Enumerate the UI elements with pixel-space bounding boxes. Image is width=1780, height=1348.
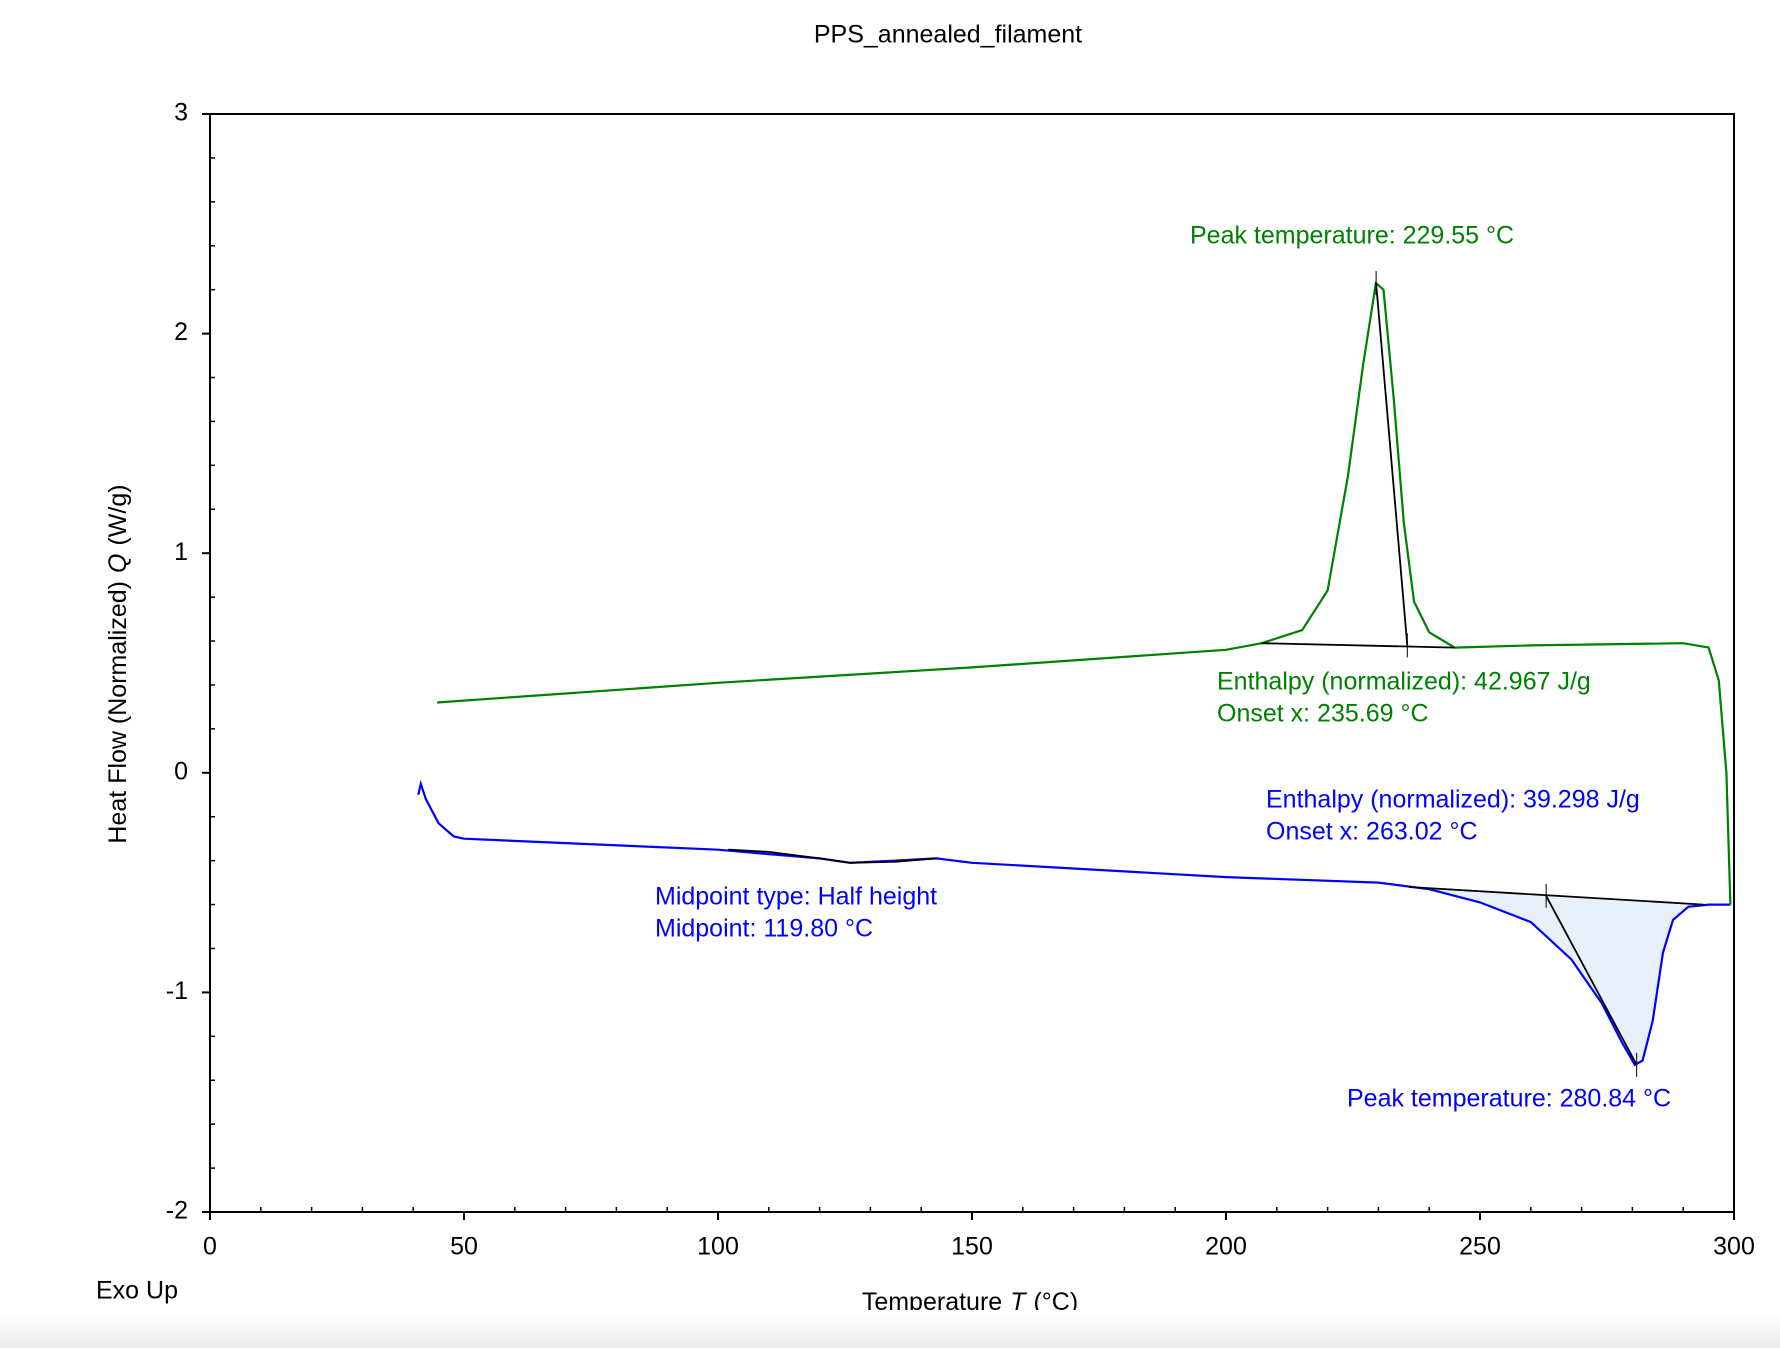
annotation: Peak temperature: 280.84 °C [1347,1085,1671,1113]
x-tick-label: 0 [203,1233,217,1261]
y-label-part: Heat Flow (Normalized) [104,581,132,844]
x-label-unit: (°C) [1033,1288,1078,1310]
data-line [417,779,1731,1067]
x-tick-label: 150 [951,1233,993,1261]
y-axis-label: Heat Flow (Normalized) Q (W/g) [104,484,132,843]
y-label-unit: (W/g) [104,484,132,545]
y-tick-label: 3 [174,99,188,127]
corner-note: Exo Up [96,1277,178,1305]
x-tick-label: 100 [697,1233,739,1261]
y-tick-label: 0 [174,757,188,785]
x-tick-label: 250 [1459,1233,1501,1261]
plot-frame [209,113,1735,1213]
x-label-part: Temperature [862,1288,1002,1310]
y-tick-label: 1 [174,538,188,566]
annotation: Peak temperature: 229.55 °C [1190,222,1514,250]
data-line [437,280,1732,905]
y-tick-label: -1 [166,977,188,1005]
annotation: Midpoint: 119.80 °C [655,915,873,943]
baseline [728,848,937,864]
baseline [1261,642,1455,649]
y-tick-label: -2 [166,1197,188,1225]
chart: PPS_annealed_filament Exo Up Temperature… [96,21,1755,1310]
y-tick-label: 2 [174,318,188,346]
x-tick-label: 300 [1713,1233,1755,1261]
annotation: Midpoint type: Half height [655,883,937,911]
annotation: Onset x: 235.69 °C [1217,700,1429,728]
x-tick-label: 50 [450,1233,478,1261]
tangent-line [1375,283,1409,646]
x-axis-label: Temperature T (°C) [862,1288,1078,1310]
x-label-symbol: T [1010,1288,1027,1310]
annotation: Enthalpy (normalized): 42.967 J/g [1217,668,1591,696]
chart-title: PPS_annealed_filament [814,21,1082,49]
annotation: Onset x: 263.02 °C [1266,818,1478,846]
x-tick-label: 200 [1205,1233,1247,1261]
baseline [1408,886,1704,906]
y-label-symbol: Q [104,554,132,573]
tangent-line [1545,895,1638,1066]
annotation: Enthalpy (normalized): 39.298 J/g [1266,786,1640,814]
peak-area [1408,886,1704,1065]
screen-shadow [0,1312,1780,1348]
